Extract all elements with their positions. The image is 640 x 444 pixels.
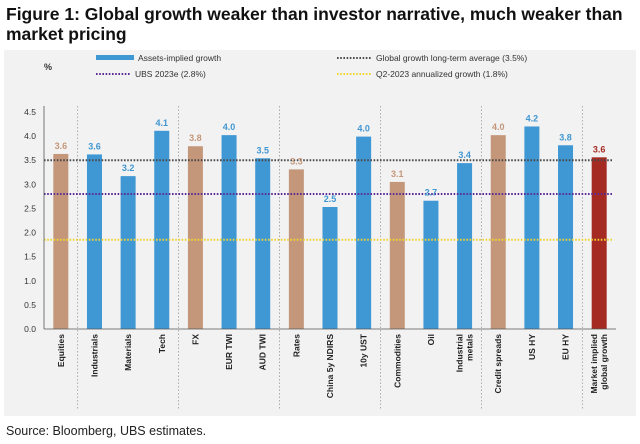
x-tick-label: China 5y NDIRS [325, 334, 335, 399]
legend-label-long-term: Global growth long-term average (3.5%) [376, 53, 527, 63]
y-tick-label: 2.0 [24, 228, 36, 238]
legend-label-ubs: UBS 2023e (2.8%) [135, 69, 206, 79]
legend-swatch-bars [96, 55, 134, 60]
y-tick-label: 2.5 [24, 203, 36, 213]
x-tick-label-line: metals [465, 334, 475, 361]
value-label: 2.5 [324, 194, 337, 204]
bar-fx [187, 146, 203, 329]
value-label: 3.6 [593, 144, 606, 154]
x-tick-label: Oil [426, 334, 436, 345]
x-tick-label: AUD TWI [258, 334, 268, 370]
y-tick-label: 3.0 [24, 179, 36, 189]
value-label: 4.1 [156, 118, 169, 128]
value-label: 3.8 [189, 133, 202, 143]
bar-10y-ust [356, 136, 372, 329]
y-tick-label: 4.0 [24, 131, 36, 141]
bar-eur-twi [221, 135, 237, 329]
y-tick-label: 0.0 [24, 324, 36, 334]
chart-panel: 3.6 3.6 3.2 4.1 3.8 4.0 3.5 3.3 2.5 4.0 3.1 2.7 3.4 4… [4, 50, 636, 416]
value-label: 3.8 [559, 132, 572, 142]
x-tick-label-line: Market implied [589, 334, 599, 394]
value-label: 4.0 [357, 124, 370, 134]
value-label: 3.3 [290, 156, 303, 166]
bar-tech [154, 130, 170, 329]
bar-credit-spreads [490, 135, 506, 329]
bar-commodities [389, 181, 405, 329]
x-tick-label: US HY [527, 334, 537, 360]
x-tick-label: Industrials [89, 334, 99, 377]
x-tick-label: EU HY [561, 334, 571, 360]
legend-label-bars: Assets-implied growth [138, 53, 221, 63]
x-tick-label: Industrialmetals [455, 334, 475, 373]
y-tick-label: 1.0 [24, 276, 36, 286]
y-axis-unit-label: % [44, 62, 52, 72]
chart-svg: 3.6 3.6 3.2 4.1 3.8 4.0 3.5 3.3 2.5 4.0 3.1 2.7 3.4 4… [24, 53, 616, 410]
x-tick-label: FX [190, 334, 200, 345]
bar-aud-twi [255, 158, 271, 329]
x-tick-label-line: Industrial [455, 334, 465, 372]
x-tick-label-line: global growth [599, 334, 609, 390]
value-label: 2.7 [425, 188, 438, 198]
source-note: Source: Bloomberg, UBS estimates. [6, 424, 207, 438]
x-tick-label: Market impliedglobal growth [589, 334, 609, 394]
x-tick-label: Commodities [392, 334, 402, 388]
bar-market-implied-global-growth [591, 157, 607, 329]
value-label: 4.0 [223, 122, 236, 132]
x-tick-label: Materials [123, 334, 133, 371]
bar-materials [120, 176, 136, 329]
y-tick-label: 4.5 [24, 107, 36, 117]
bar-equities [53, 153, 69, 329]
bar-industrial-metals [457, 163, 473, 329]
value-label: 3.6 [88, 141, 101, 151]
y-tick-label: 0.5 [24, 300, 36, 310]
bar-us-hy [524, 126, 540, 329]
x-tick-label: 10y UST [359, 333, 369, 367]
chart-title: Figure 1: Global growth weaker than inve… [6, 4, 623, 44]
bar-china-5y-ndirs [322, 206, 338, 329]
bar-rates [288, 169, 304, 329]
value-label: 3.4 [458, 150, 471, 160]
value-label: 3.2 [122, 163, 135, 173]
x-tick-label: Tech [157, 334, 167, 353]
value-label: 3.5 [256, 145, 269, 155]
value-label: 4.0 [492, 122, 505, 132]
bar-eu-hy [558, 145, 574, 329]
y-tick-label: 3.5 [24, 155, 36, 165]
x-tick-label: Rates [291, 334, 301, 357]
x-tick-label: EUR TWI [224, 334, 234, 370]
x-tick-label: Equities [56, 334, 66, 367]
legend-label-q2: Q2-2023 annualized growth (1.8%) [376, 69, 508, 79]
value-label: 3.6 [55, 141, 68, 151]
x-tick-label: Credit spreads [493, 334, 503, 394]
bar-industrials [86, 154, 102, 329]
bar-oil [423, 200, 439, 329]
y-tick-label: 1.5 [24, 252, 36, 262]
value-label: 3.1 [391, 169, 404, 179]
value-label: 4.2 [526, 113, 539, 123]
